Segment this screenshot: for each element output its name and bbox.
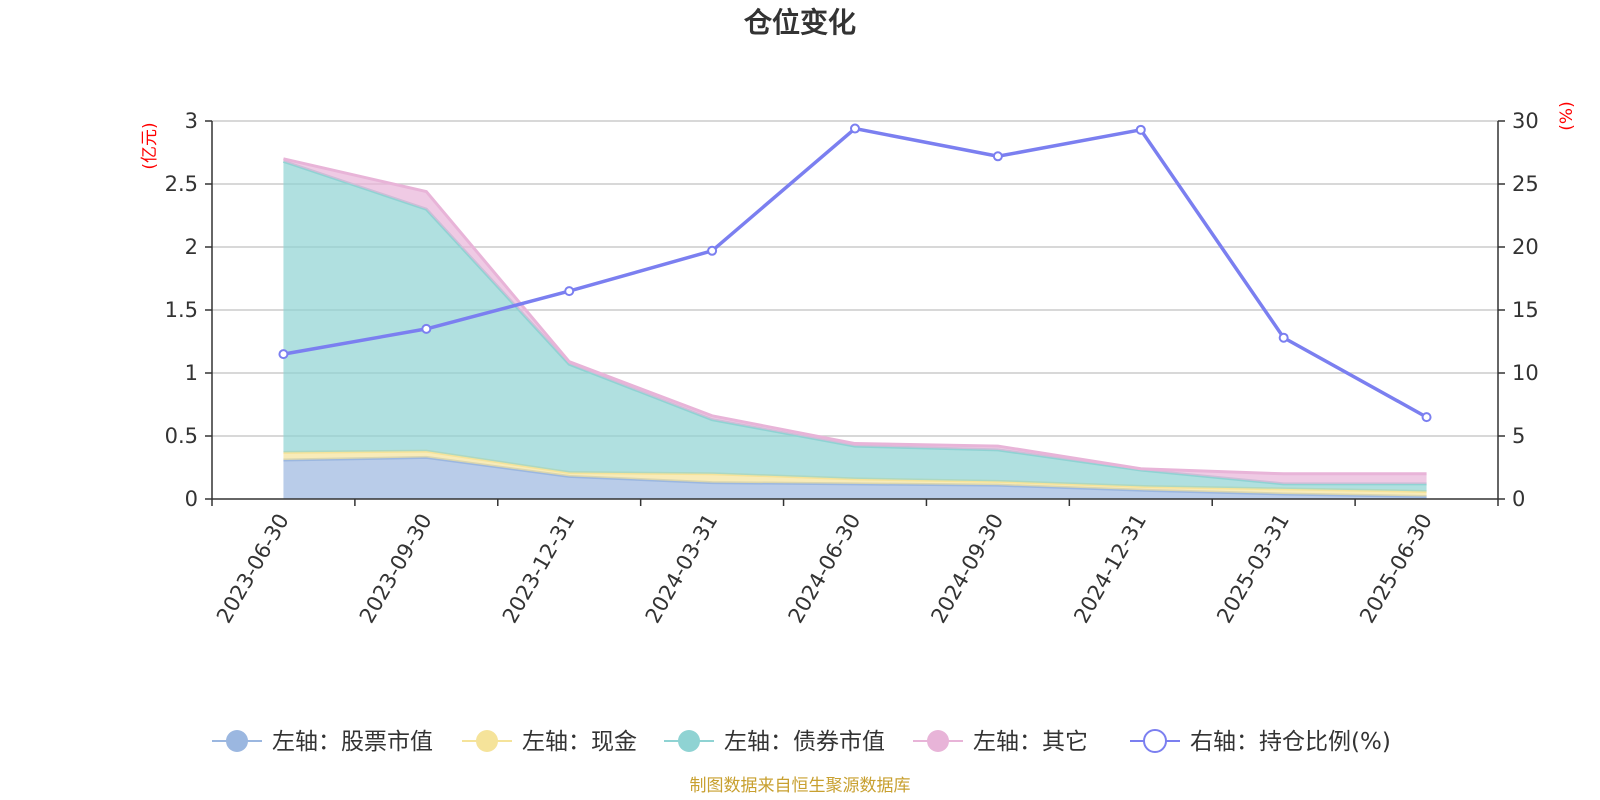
left-tick-label: 1.5: [165, 298, 198, 322]
left-tick-label: 1: [185, 361, 198, 385]
legend-label: 右轴：持仓比例(%): [1190, 729, 1391, 755]
x-tick-label: 2025-03-31: [1212, 510, 1294, 628]
ratio-point: [992, 151, 1003, 162]
area-series-3: [283, 161, 1427, 492]
right-tick-label: 10: [1512, 361, 1539, 385]
stacked-areas: [282, 157, 1427, 499]
left-tick-label: 0.5: [165, 424, 198, 448]
legend-item: 左轴：股票市值: [212, 729, 433, 755]
area-series-1: [283, 457, 1427, 499]
left-tick-label: 3: [185, 109, 198, 133]
area-series-2: [283, 451, 1427, 497]
legend-marker: [678, 730, 700, 752]
legend-item: 右轴：持仓比例(%): [1130, 729, 1391, 755]
right-tick-label: 0: [1512, 487, 1525, 511]
right-tick-label: 25: [1512, 172, 1539, 196]
legend-label: 左轴：其它: [973, 729, 1088, 755]
legend-label: 左轴：股票市值: [272, 729, 433, 755]
ratio-point: [564, 286, 575, 297]
right-tick-label: 15: [1512, 298, 1539, 322]
right-tick-label: 20: [1512, 235, 1539, 259]
area-edge-4: [283, 157, 1427, 476]
ratio-point: [1421, 412, 1432, 423]
right-axis-unit: (%): [1557, 101, 1577, 130]
x-tick-label: 2025-06-30: [1355, 510, 1437, 628]
legend-item: 左轴：其它: [913, 729, 1088, 755]
x-tick-label: 2024-06-30: [784, 510, 866, 628]
x-tick-label: 2023-09-30: [355, 510, 437, 628]
ratio-point: [278, 349, 289, 360]
ratio-point: [421, 323, 432, 334]
legend-label: 左轴：现金: [522, 729, 637, 755]
legend-marker: [226, 730, 248, 752]
x-tick-label: 2024-03-31: [641, 510, 723, 628]
ratio-point: [707, 245, 718, 256]
source-note: 制图数据来自恒生聚源数据库: [690, 776, 911, 796]
left-tick-label: 2.5: [165, 172, 198, 196]
legend-label: 左轴：债券市值: [724, 729, 885, 755]
legend-item: 左轴：现金: [462, 729, 637, 755]
area-series-4: [283, 158, 1427, 484]
left-tick-label: 0: [185, 487, 198, 511]
left-axis-unit: (亿元): [140, 122, 160, 169]
ratio-point: [850, 123, 860, 134]
ratio-point: [1135, 124, 1146, 135]
x-tick-label: 2023-06-30: [212, 510, 294, 628]
right-tick-label: 5: [1512, 424, 1525, 448]
ratio-line-layer: [278, 123, 1432, 423]
legend-item: 左轴：债券市值: [664, 729, 885, 755]
legend-marker: [476, 730, 498, 752]
ratio-point: [1278, 332, 1289, 343]
right-tick-label: 30: [1512, 109, 1539, 133]
legend-marker: [1143, 729, 1167, 753]
x-tick-label: 2024-09-30: [926, 510, 1008, 628]
legend: 左轴：股票市值 左轴：现金 左轴：债券市值 左轴：其它 右轴：持仓比例(%): [212, 729, 1391, 755]
x-tick-label: 2024-12-31: [1069, 510, 1151, 628]
x-tick-label: 2023-12-31: [498, 510, 580, 628]
legend-marker: [927, 730, 949, 752]
chart-title: 仓位变化: [744, 6, 856, 39]
left-tick-label: 2: [185, 235, 198, 259]
